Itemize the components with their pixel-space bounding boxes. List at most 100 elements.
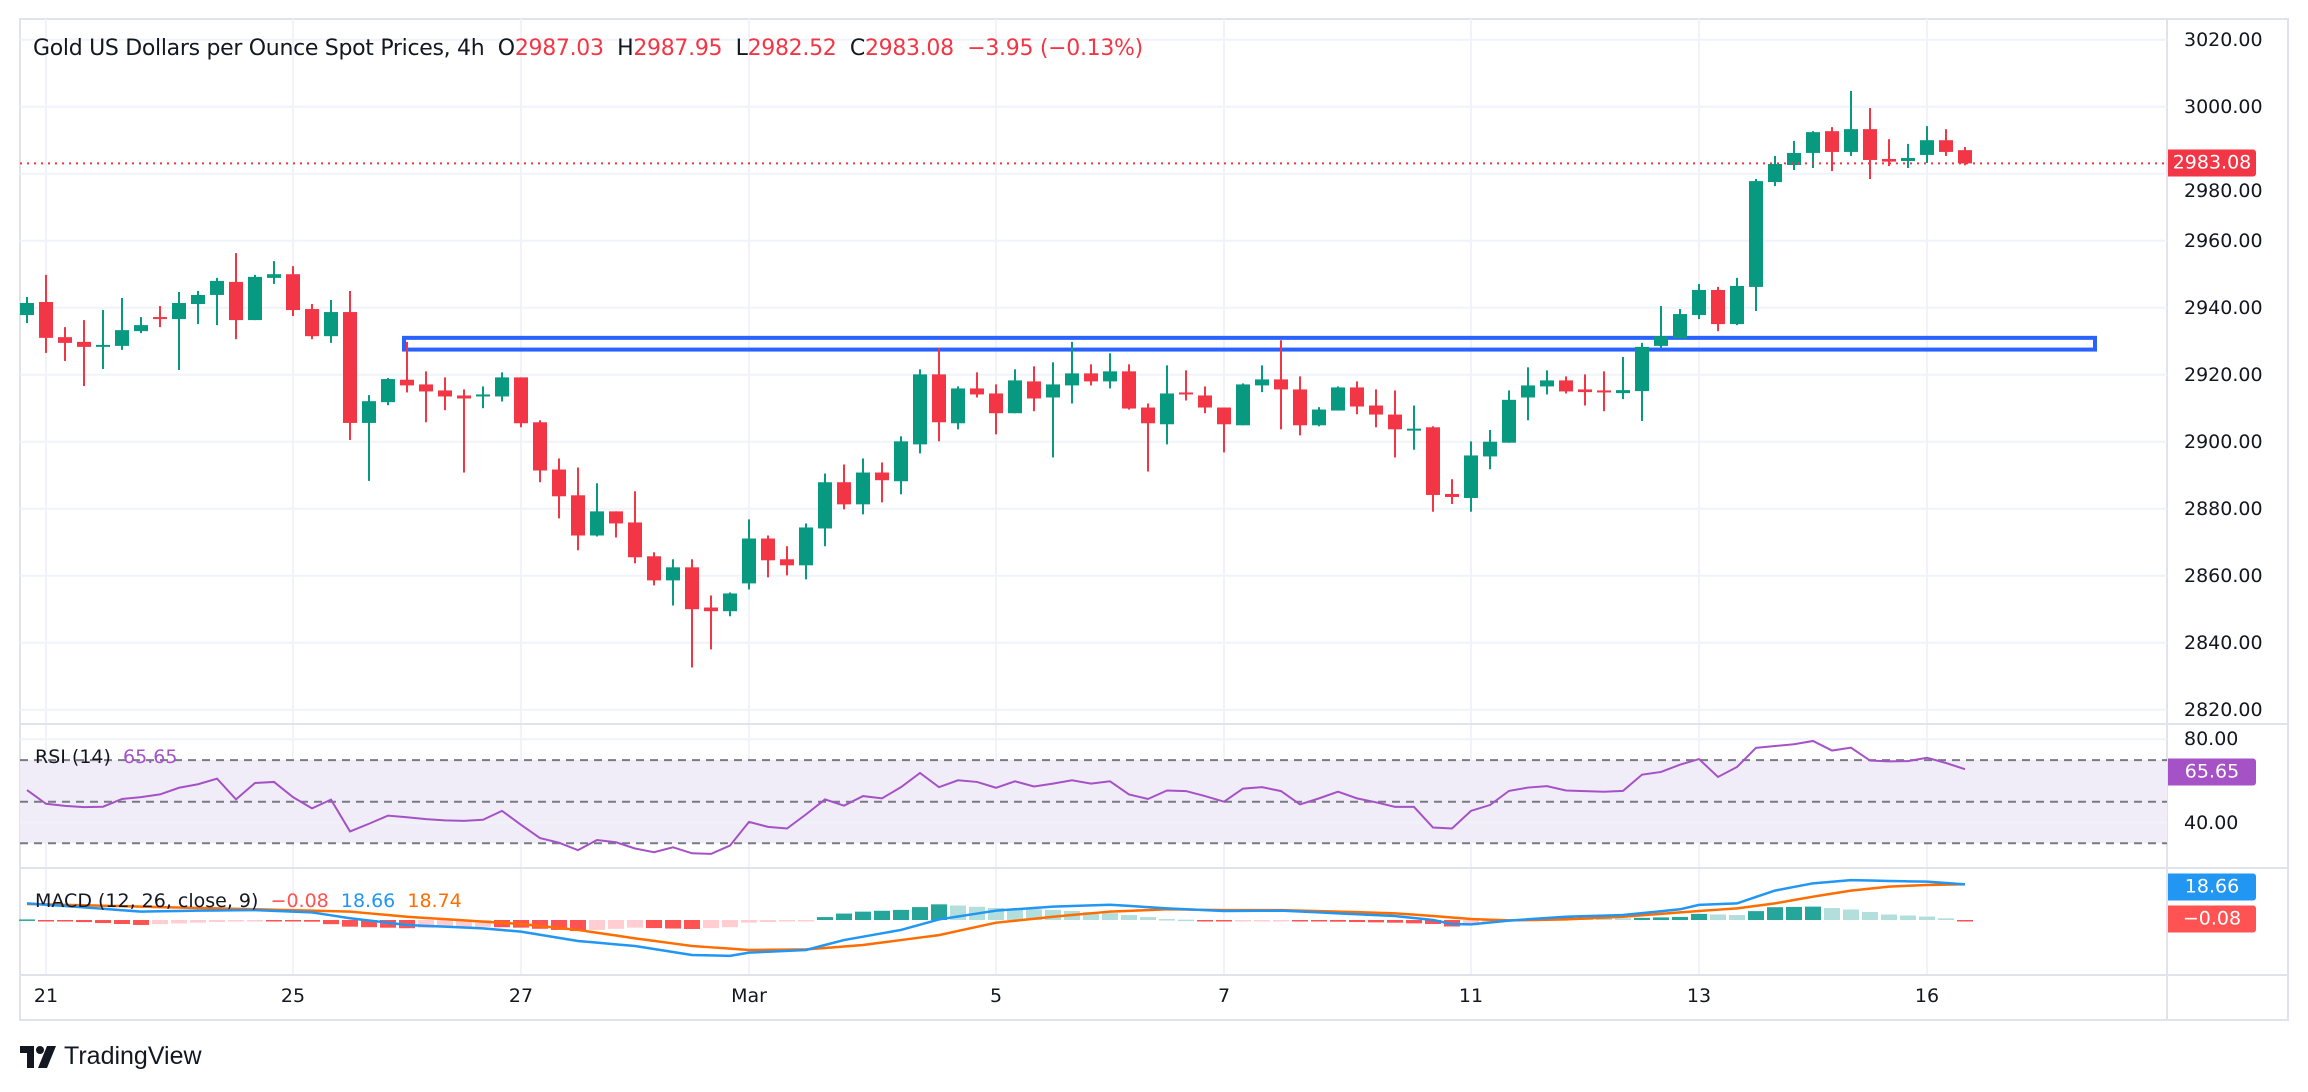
candle-body xyxy=(1027,381,1041,399)
candle xyxy=(1882,139,1896,166)
candle xyxy=(381,378,395,406)
candle-body xyxy=(1958,150,1972,164)
candle-body xyxy=(799,527,813,566)
candle xyxy=(1236,383,1250,426)
date-tick-label: 25 xyxy=(280,985,306,1007)
candle-body xyxy=(1350,387,1364,407)
candle xyxy=(1521,367,1535,421)
histogram-bar xyxy=(342,920,358,927)
candle xyxy=(647,552,661,586)
candle-body xyxy=(1198,395,1212,408)
candle xyxy=(761,535,775,578)
histogram-bar xyxy=(1881,914,1897,920)
candle-body xyxy=(1293,389,1307,426)
candle xyxy=(628,491,642,564)
histogram-bar xyxy=(1159,919,1175,921)
candle-body xyxy=(1065,373,1079,386)
candle xyxy=(191,290,205,325)
candle-body xyxy=(1255,379,1269,386)
candle xyxy=(1806,131,1820,169)
histogram-bar xyxy=(722,920,738,928)
candle-body xyxy=(172,303,186,320)
candle-body xyxy=(1217,407,1231,425)
candle-body xyxy=(495,377,509,397)
histogram-bar xyxy=(1083,912,1099,920)
candle xyxy=(1711,286,1725,332)
macd-line xyxy=(26,878,1966,958)
candle xyxy=(229,253,243,340)
candle xyxy=(875,462,889,503)
price-tick-label: 3000.00 xyxy=(2184,95,2263,118)
histogram-bar xyxy=(1178,919,1194,922)
candle xyxy=(172,291,186,371)
candle-body xyxy=(590,511,604,536)
candle xyxy=(248,274,262,321)
candle xyxy=(1673,309,1687,339)
candle-body xyxy=(1274,379,1288,390)
candle xyxy=(438,377,452,411)
candle xyxy=(1122,364,1136,410)
candle xyxy=(96,310,110,370)
histogram-bar xyxy=(893,909,909,920)
histogram-bar xyxy=(456,920,472,928)
histogram-bar xyxy=(532,920,548,929)
candle xyxy=(1844,90,1858,156)
candle-body xyxy=(419,384,433,392)
histogram-bar xyxy=(779,920,795,922)
histogram-bar xyxy=(1596,917,1612,920)
candle xyxy=(1255,365,1269,393)
candle xyxy=(1331,386,1345,411)
candle xyxy=(742,519,756,590)
histogram-bar xyxy=(285,920,301,922)
candle-body xyxy=(457,395,471,399)
candle-body xyxy=(685,567,699,610)
candle xyxy=(20,296,34,324)
candle-body xyxy=(742,538,756,584)
histogram-bar xyxy=(19,919,35,921)
histogram-bar xyxy=(608,920,624,929)
candle xyxy=(1958,147,1972,166)
candle-body xyxy=(1749,181,1763,287)
candle-body xyxy=(761,538,775,561)
candle-body xyxy=(1882,158,1896,162)
candle-body xyxy=(571,495,585,536)
candle-body xyxy=(837,482,851,505)
histogram-bar xyxy=(1957,920,1973,922)
histogram-bar xyxy=(551,920,567,930)
macd-histogram xyxy=(19,904,1973,932)
candle-body xyxy=(704,607,718,612)
close-label: C xyxy=(849,36,865,61)
candle-body xyxy=(1711,289,1725,325)
candle xyxy=(1901,143,1915,169)
candle-body xyxy=(647,556,661,581)
histogram-bar xyxy=(1254,920,1270,922)
candle-body xyxy=(39,302,53,338)
macd-legend-macd: 18.66 xyxy=(340,890,396,912)
candle xyxy=(1103,353,1117,389)
candle-body xyxy=(1521,385,1535,398)
rsi-tick-label: 80.00 xyxy=(2184,728,2239,751)
candle xyxy=(1597,371,1611,412)
candle xyxy=(533,420,547,483)
candle xyxy=(913,369,927,454)
candle xyxy=(780,546,794,576)
tradingview-logo[interactable]: TradingView xyxy=(20,1042,202,1071)
histogram-bar xyxy=(836,913,852,920)
candle-body xyxy=(609,511,623,524)
candle-body xyxy=(552,469,566,497)
candle-body xyxy=(191,294,205,305)
candle-body xyxy=(1179,392,1193,395)
histogram-bar xyxy=(703,920,719,929)
candle-body xyxy=(1445,493,1459,497)
candle-body xyxy=(1540,380,1554,387)
candle xyxy=(1825,127,1839,172)
histogram-bar xyxy=(1026,909,1042,920)
histogram-bar xyxy=(247,920,263,922)
date-tick-label: 16 xyxy=(1914,985,1940,1007)
candle-body xyxy=(533,422,547,471)
price-tick-label: 2920.00 xyxy=(2184,363,2263,386)
histogram-bar xyxy=(361,920,377,928)
candle xyxy=(685,559,699,668)
candle xyxy=(932,348,946,442)
